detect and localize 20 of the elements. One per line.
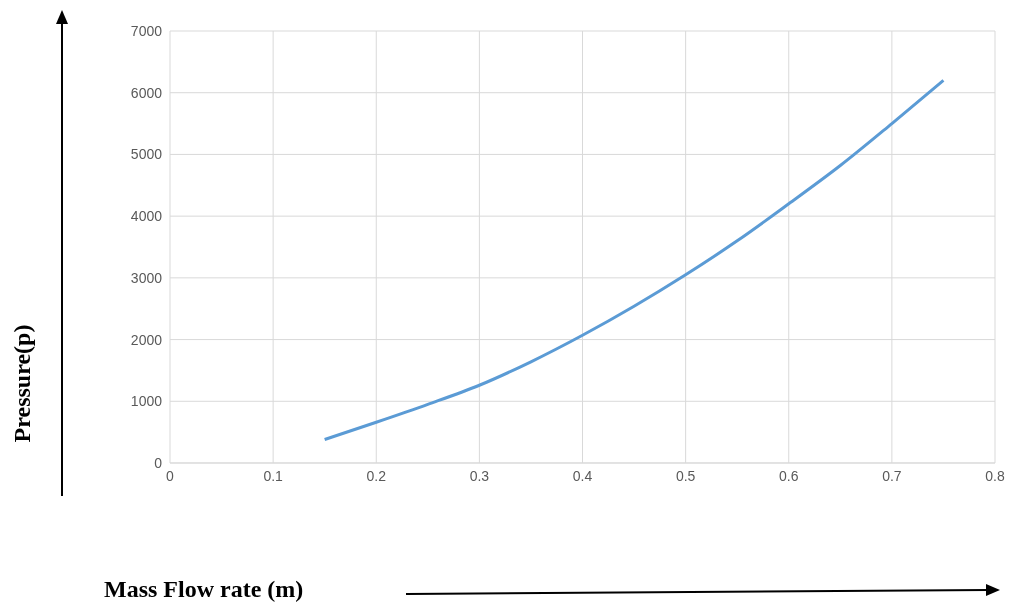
line-series — [323, 78, 945, 442]
x-tick-label: 0.2 — [366, 467, 387, 484]
x-tick-label: 0.4 — [572, 467, 593, 484]
y-axis-title: Pressure(p) — [9, 324, 37, 442]
x-tick-label: 0.7 — [882, 467, 902, 484]
x-tick-label: 0.1 — [263, 467, 284, 484]
y-tick-label: 7000 — [130, 22, 163, 39]
x-tick-label: 0.5 — [675, 467, 696, 484]
y-tick-label: 0 — [154, 454, 163, 471]
y-tick-label: 3000 — [130, 269, 163, 286]
y-tick-label: 4000 — [130, 208, 163, 225]
x-tick-label: 0.6 — [779, 467, 799, 484]
x-axis-title: Mass Flow rate (m) — [104, 576, 304, 603]
x-tick-label: 0.3 — [469, 467, 490, 484]
y-tick-label: 2000 — [130, 331, 163, 348]
y-tick-label: 5000 — [130, 146, 163, 163]
x-tick-label: 0 — [166, 467, 175, 484]
y-tick-label: 6000 — [130, 84, 163, 101]
x-tick-label: 0.8 — [985, 467, 1005, 484]
y-tick-label: 1000 — [130, 393, 163, 410]
